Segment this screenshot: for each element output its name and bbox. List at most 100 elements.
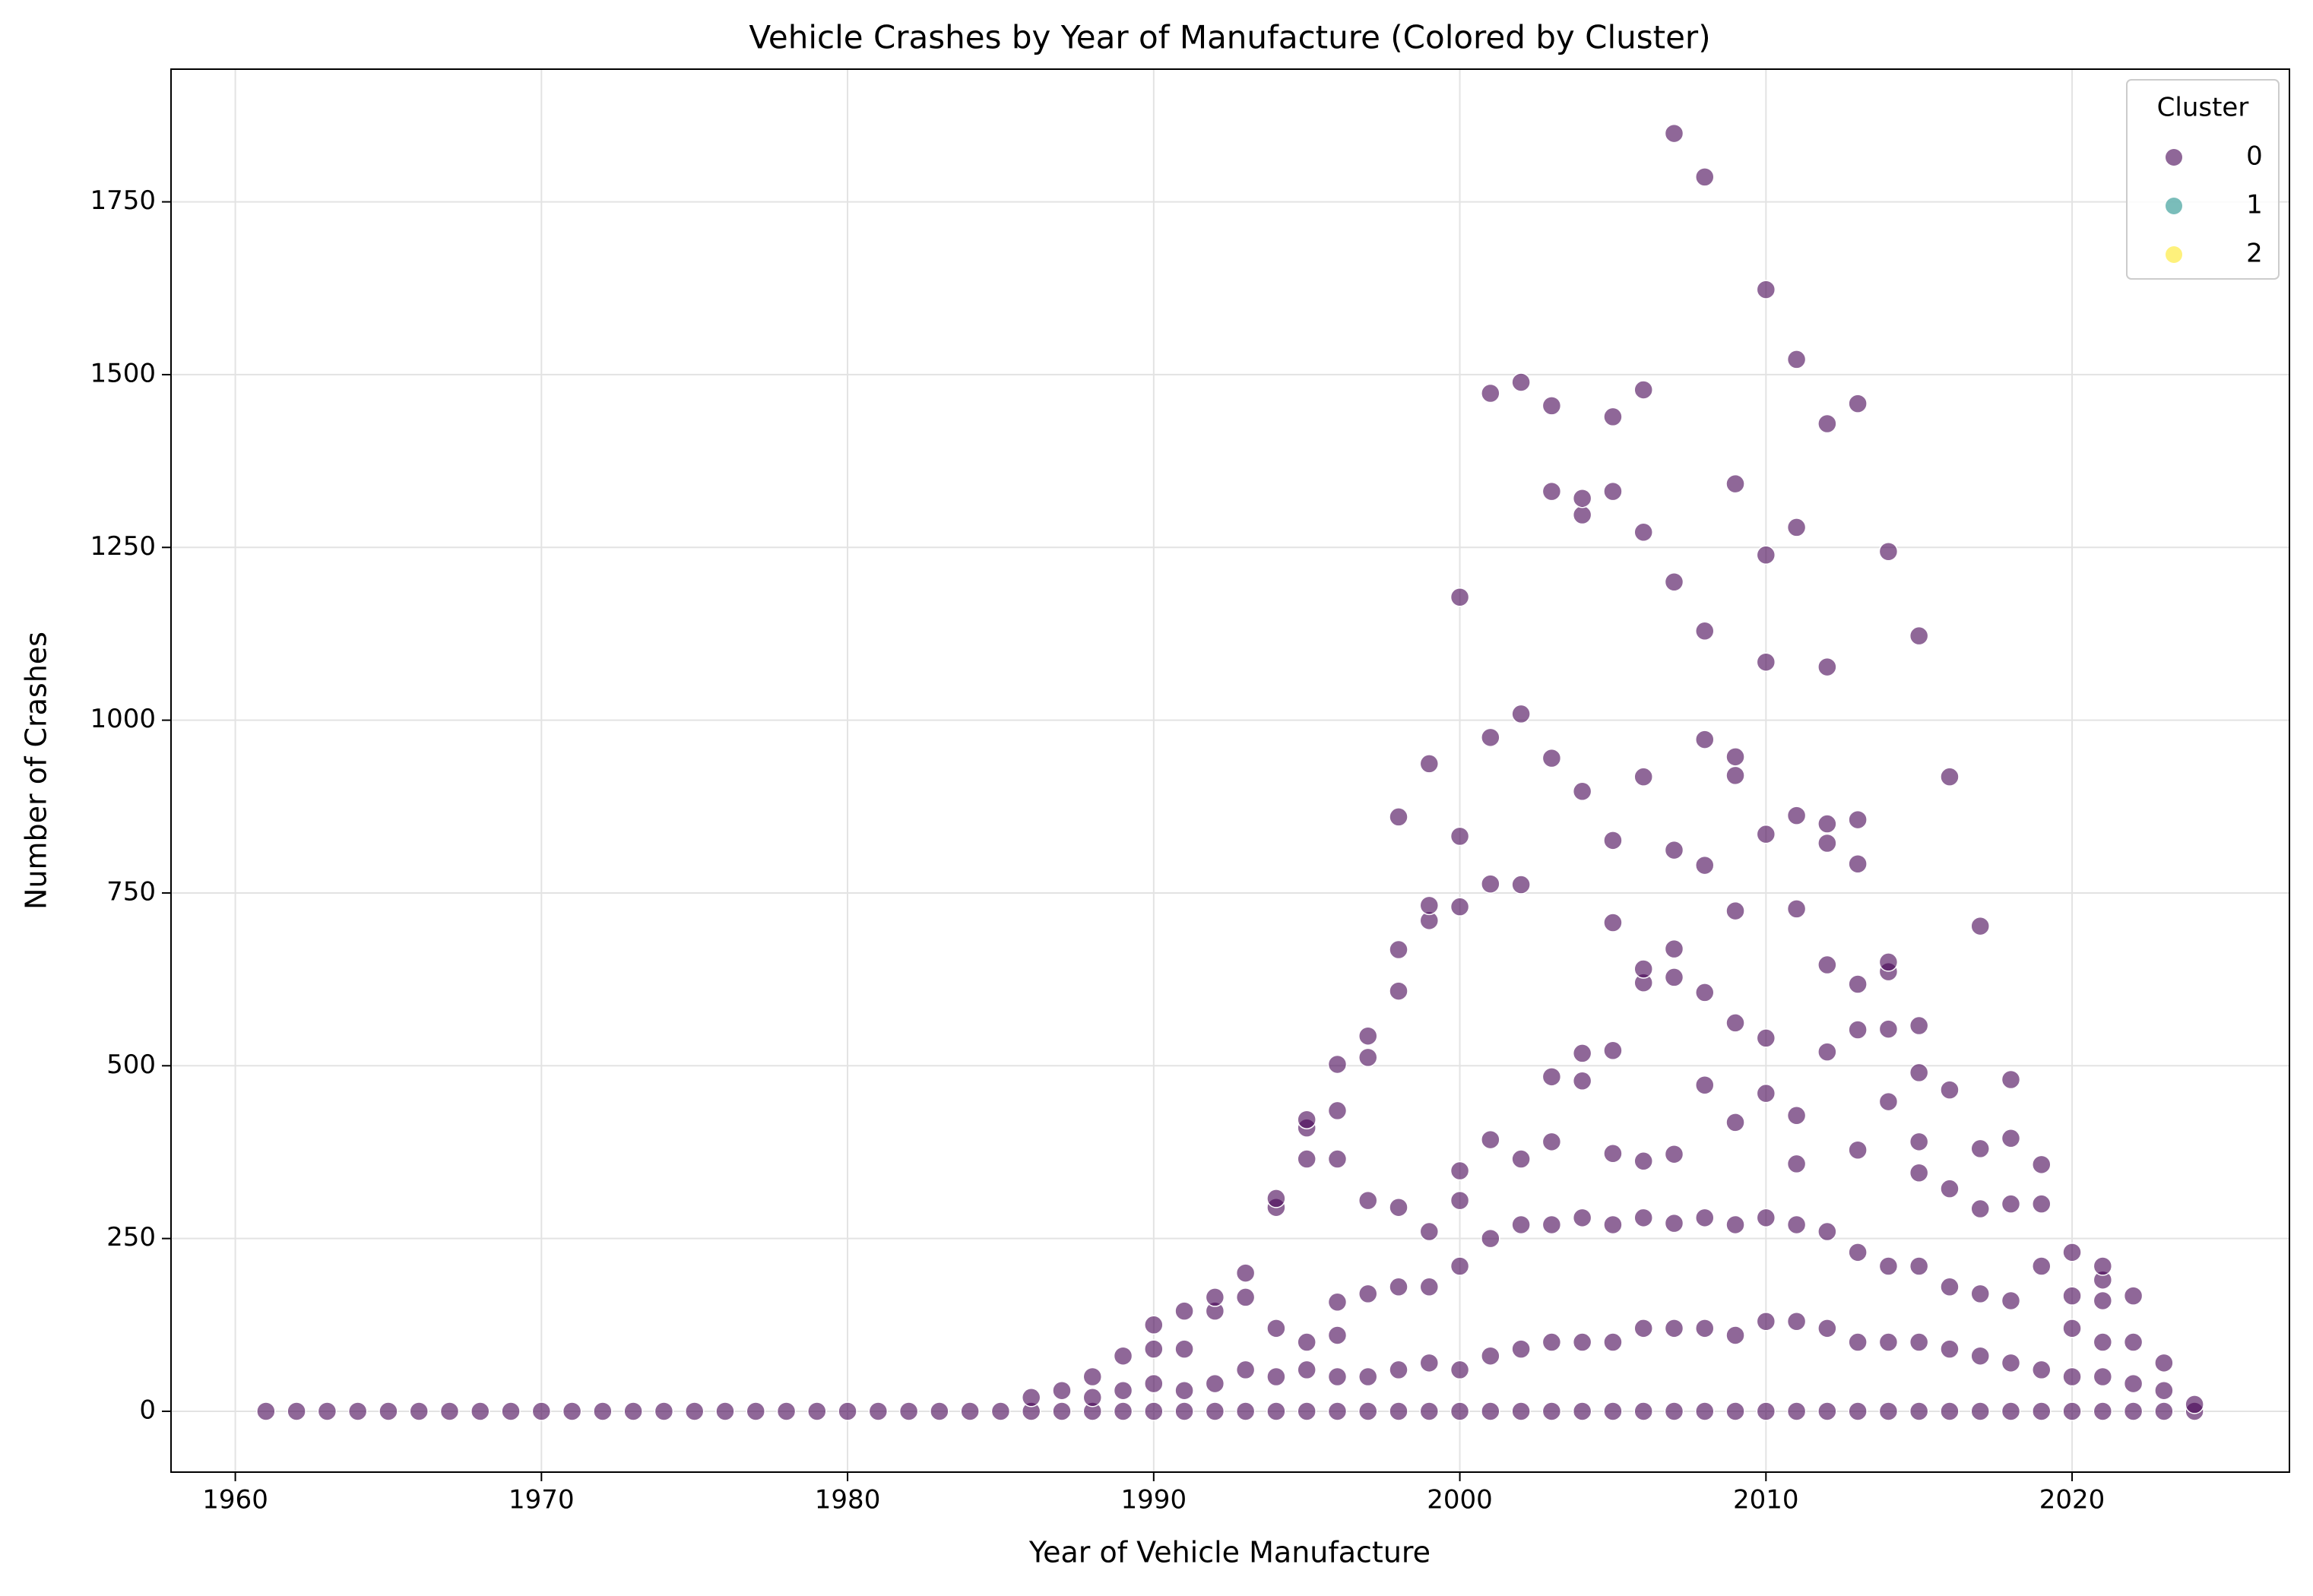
y-tick-label: 1000 [90, 704, 156, 734]
point [1481, 1401, 1500, 1421]
point [1725, 1401, 1745, 1421]
point [1786, 1106, 1807, 1126]
point [1878, 1401, 1899, 1421]
point [1541, 1332, 1562, 1352]
point [1389, 807, 1408, 827]
point [1817, 955, 1837, 975]
point [531, 1401, 552, 1421]
point [1603, 407, 1623, 427]
point [2062, 1286, 2082, 1306]
point [1419, 1221, 1440, 1242]
point [1572, 1043, 1592, 1063]
point [1848, 809, 1868, 830]
point [1664, 572, 1684, 592]
point [1817, 1042, 1837, 1062]
x-tick-label: 2020 [2039, 1485, 2105, 1515]
point [1450, 587, 1470, 607]
point [1817, 1319, 1837, 1338]
point [1419, 1353, 1440, 1373]
point [1633, 959, 1653, 979]
point [715, 1401, 735, 1421]
point [2001, 1129, 2021, 1148]
point [1603, 831, 1623, 850]
point [1695, 1401, 1715, 1421]
point [1603, 1401, 1623, 1421]
point [1633, 380, 1653, 400]
point [1450, 1401, 1470, 1421]
point [1633, 1401, 1653, 1421]
point [317, 1401, 337, 1421]
point [1786, 350, 1807, 369]
point [1725, 747, 1745, 767]
point [2123, 1286, 2143, 1306]
point [1878, 541, 1899, 562]
point [1572, 1071, 1592, 1091]
point [2001, 1290, 2021, 1311]
point [1909, 625, 1929, 646]
point [2062, 1243, 2082, 1262]
point [1633, 1151, 1653, 1171]
point [1266, 1401, 1286, 1421]
point [1358, 1190, 1378, 1211]
point [1511, 875, 1531, 895]
point [1848, 1401, 1868, 1421]
point [1297, 1332, 1317, 1352]
point [1389, 1197, 1408, 1218]
point [1481, 1346, 1500, 1366]
point [1572, 1332, 1592, 1352]
point [1450, 897, 1470, 917]
point [1082, 1366, 1103, 1387]
point [1235, 1401, 1256, 1421]
point [1541, 1132, 1562, 1152]
point [1389, 981, 1408, 1001]
y-tick-label: 250 [106, 1222, 156, 1252]
point [1144, 1401, 1164, 1421]
point [1695, 983, 1715, 1002]
point [2001, 1194, 2021, 1214]
point [684, 1401, 705, 1421]
point [1541, 1214, 1562, 1235]
legend-title: Cluster [2157, 93, 2249, 123]
point [1266, 1366, 1286, 1387]
point [1664, 840, 1684, 860]
point [1541, 396, 1562, 416]
y-tick-label: 750 [106, 876, 156, 907]
point [1664, 1401, 1684, 1421]
point [1511, 1214, 1531, 1235]
point [2093, 1332, 2113, 1352]
point [1572, 505, 1592, 525]
point [1572, 1208, 1592, 1228]
point [1909, 1256, 1929, 1276]
point [1756, 280, 1776, 299]
point [1756, 545, 1776, 565]
point [2062, 1401, 2082, 1421]
point [1725, 1013, 1745, 1033]
point [1389, 1401, 1408, 1421]
point [1358, 1047, 1378, 1068]
point [1725, 473, 1745, 494]
y-tick-label: 1750 [90, 185, 156, 216]
point [1235, 1287, 1256, 1307]
point [1327, 1149, 1348, 1169]
point [1970, 916, 1990, 936]
point [1511, 704, 1531, 724]
series [256, 123, 2204, 1421]
point [807, 1401, 827, 1421]
plot-frame [170, 68, 2290, 1473]
point [1205, 1373, 1225, 1394]
point [746, 1401, 765, 1421]
point [1358, 1284, 1378, 1304]
point [1389, 1360, 1408, 1380]
y-tick-label: 1250 [90, 531, 156, 562]
point [1664, 1319, 1684, 1338]
point [2185, 1395, 2204, 1414]
point [1389, 1277, 1408, 1297]
point [1511, 372, 1531, 392]
legend-label: 0 [2246, 141, 2263, 172]
point [2093, 1401, 2113, 1421]
point [1481, 1228, 1500, 1249]
point [1786, 899, 1807, 919]
point [1633, 522, 1653, 543]
point [1909, 1401, 1929, 1421]
point [1940, 1080, 1960, 1100]
